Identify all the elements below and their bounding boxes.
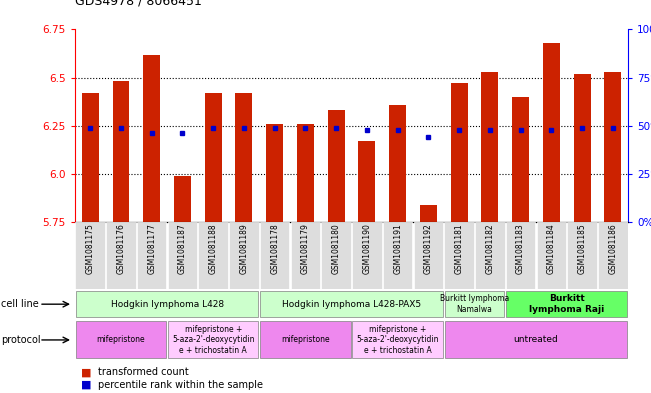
Text: Burkitt lymphoma
Namalwa: Burkitt lymphoma Namalwa — [440, 294, 509, 314]
Bar — [260, 291, 443, 318]
Bar — [199, 222, 228, 289]
Text: GSM1081183: GSM1081183 — [516, 223, 525, 274]
Text: GSM1081192: GSM1081192 — [424, 223, 433, 274]
Bar — [113, 81, 130, 222]
Text: untreated: untreated — [514, 336, 559, 344]
Bar — [291, 222, 320, 289]
Bar — [359, 141, 376, 222]
Bar — [352, 222, 381, 289]
Bar — [506, 222, 535, 289]
Bar — [598, 222, 628, 289]
Text: GSM1081178: GSM1081178 — [270, 223, 279, 274]
Text: GSM1081187: GSM1081187 — [178, 223, 187, 274]
Text: GSM1081177: GSM1081177 — [147, 223, 156, 274]
Bar — [574, 74, 590, 222]
Bar — [475, 222, 505, 289]
Text: GSM1081188: GSM1081188 — [209, 223, 217, 274]
Bar — [76, 291, 258, 318]
Text: protocol: protocol — [1, 335, 41, 345]
Bar — [482, 72, 498, 222]
Text: mifepristone +
5-aza-2'-deoxycytidin
e + trichostatin A: mifepristone + 5-aza-2'-deoxycytidin e +… — [172, 325, 255, 355]
Text: transformed count: transformed count — [98, 367, 188, 377]
Bar — [327, 110, 344, 222]
Text: GSM1081180: GSM1081180 — [331, 223, 340, 274]
Bar — [260, 321, 351, 358]
Bar — [512, 97, 529, 222]
Bar — [205, 93, 221, 222]
Text: GSM1081181: GSM1081181 — [454, 223, 464, 274]
Text: mifepristone +
5-aza-2'-deoxycytidin
e + trichostatin A: mifepristone + 5-aza-2'-deoxycytidin e +… — [356, 325, 439, 355]
Text: GSM1081190: GSM1081190 — [363, 223, 372, 274]
Bar — [383, 222, 413, 289]
Text: GSM1081185: GSM1081185 — [577, 223, 587, 274]
Bar — [168, 222, 197, 289]
Text: ■: ■ — [81, 380, 92, 390]
Bar — [322, 222, 351, 289]
Text: Hodgkin lymphoma L428-PAX5: Hodgkin lymphoma L428-PAX5 — [282, 300, 421, 309]
Text: GSM1081179: GSM1081179 — [301, 223, 310, 274]
Bar — [445, 291, 505, 318]
Text: GSM1081191: GSM1081191 — [393, 223, 402, 274]
Bar — [168, 321, 258, 358]
Bar — [445, 222, 474, 289]
Bar — [260, 222, 290, 289]
Text: GSM1081189: GSM1081189 — [240, 223, 249, 274]
Bar — [536, 222, 566, 289]
Bar — [413, 222, 443, 289]
Text: Burkitt
lymphoma Raji: Burkitt lymphoma Raji — [529, 294, 604, 314]
Text: GDS4978 / 8066451: GDS4978 / 8066451 — [75, 0, 202, 8]
Text: GSM1081184: GSM1081184 — [547, 223, 556, 274]
Bar — [297, 124, 314, 222]
Text: GSM1081175: GSM1081175 — [86, 223, 95, 274]
Bar — [389, 105, 406, 222]
Text: cell line: cell line — [1, 299, 39, 309]
Bar — [236, 93, 253, 222]
Bar — [143, 55, 160, 222]
Text: percentile rank within the sample: percentile rank within the sample — [98, 380, 262, 390]
Bar — [352, 321, 443, 358]
Bar — [137, 222, 167, 289]
Bar — [450, 83, 467, 222]
Text: Hodgkin lymphoma L428: Hodgkin lymphoma L428 — [111, 300, 224, 309]
Bar — [445, 321, 628, 358]
Bar — [82, 93, 99, 222]
Text: mifepristone: mifepristone — [281, 336, 330, 344]
Text: GSM1081182: GSM1081182 — [486, 223, 494, 274]
Text: GSM1081176: GSM1081176 — [117, 223, 126, 274]
Bar — [604, 72, 621, 222]
Bar — [543, 43, 560, 222]
Text: GSM1081186: GSM1081186 — [608, 223, 617, 274]
Bar — [567, 222, 597, 289]
Bar — [174, 176, 191, 222]
Text: ■: ■ — [81, 367, 92, 377]
Bar — [76, 321, 166, 358]
Text: mifepristone: mifepristone — [96, 336, 145, 344]
Bar — [266, 124, 283, 222]
Bar — [106, 222, 136, 289]
Bar — [229, 222, 258, 289]
Bar — [76, 222, 105, 289]
Bar — [420, 205, 437, 222]
Bar — [506, 291, 628, 318]
